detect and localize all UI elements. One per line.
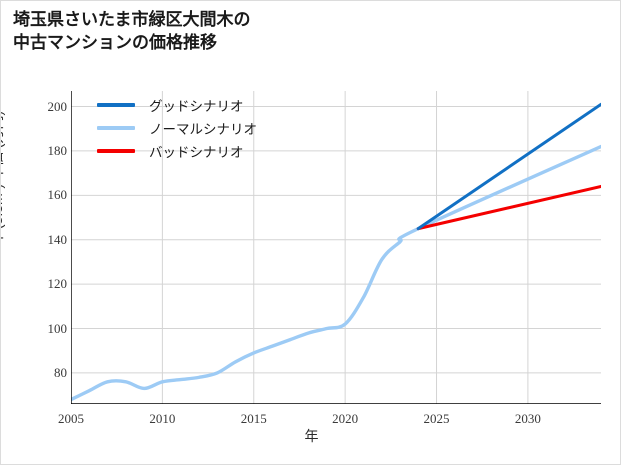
legend-item-label: グッドシナリオ	[149, 98, 244, 114]
x-tick-label: 2010	[149, 411, 176, 426]
chart-legend: グッドシナリオ ノーマルシナリオ バッドシナリオ	[97, 93, 337, 162]
x-tick-label: 2005	[58, 411, 84, 426]
legend-color-swatch	[97, 148, 135, 153]
legend-color-swatch	[97, 125, 135, 130]
grid-lines	[71, 91, 601, 404]
x-tick-label: 2030	[514, 411, 541, 426]
x-tick-label: 2015	[240, 411, 267, 426]
legend-item[interactable]: ノーマルシナリオ	[97, 116, 337, 139]
series-line	[71, 144, 601, 402]
series-line	[416, 102, 601, 231]
chart-title: 埼玉県さいたま市緑区大間木の 中古マンションの価格推移	[13, 10, 251, 52]
legend-item[interactable]: グッドシナリオ	[97, 93, 337, 116]
chart-canvas	[71, 91, 601, 404]
plot-area: 80 100 120 140 160 180 200 2005 2010 2015 2020 202…	[48, 91, 601, 426]
x-tick-label: 2020	[332, 411, 359, 426]
legend-color-swatch	[97, 102, 135, 107]
y-axis-label: 坪 (3.3m²) 単価 (万円)	[0, 110, 5, 247]
series-lines	[71, 102, 601, 402]
y-tick-label: 80	[54, 364, 67, 380]
y-tick-label: 200	[47, 98, 68, 114]
series-line	[416, 184, 601, 231]
x-tick-label: 2025	[423, 411, 450, 426]
legend-item-label: ノーマルシナリオ	[149, 121, 257, 137]
legend-item-label: バッドシナリオ	[149, 144, 244, 160]
x-axis-label: 年	[304, 428, 319, 444]
y-tick-label: 160	[47, 187, 68, 203]
y-tick-label: 180	[47, 142, 68, 158]
y-tick-label: 120	[47, 276, 68, 292]
legend-item[interactable]: バッドシナリオ	[97, 139, 337, 162]
y-tick-label: 100	[47, 320, 68, 336]
y-tick-label: 140	[47, 231, 68, 247]
